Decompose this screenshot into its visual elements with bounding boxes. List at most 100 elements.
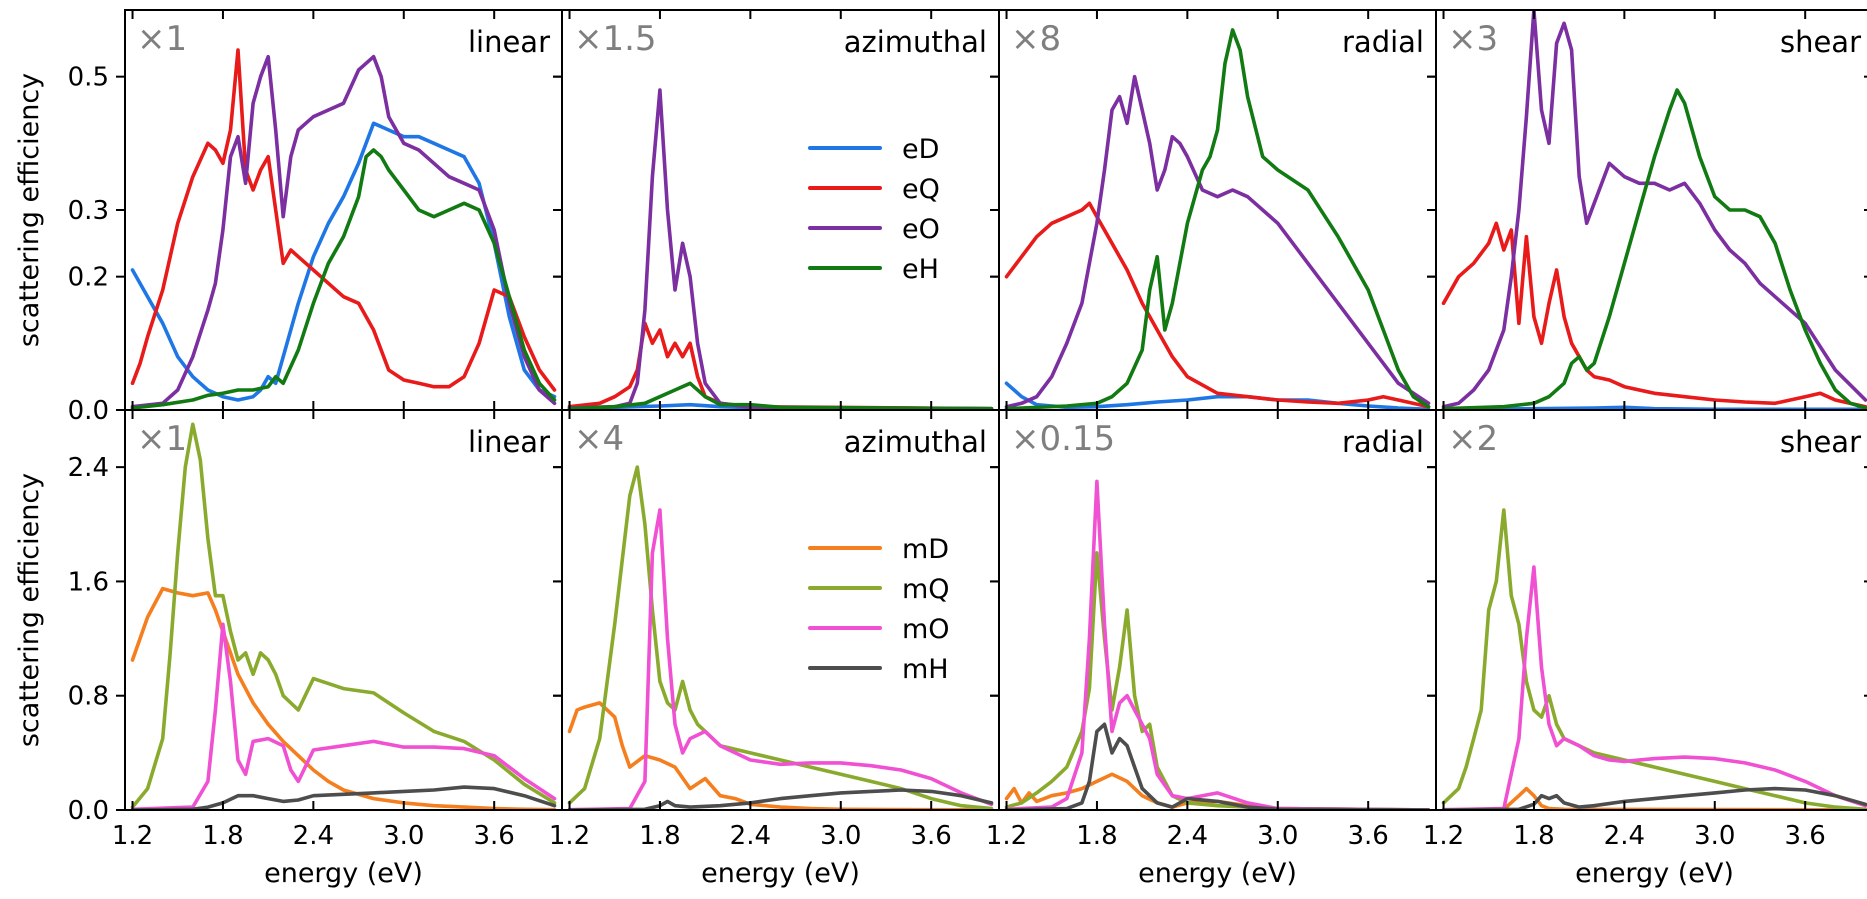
y-tick-label: 0.5	[68, 63, 109, 93]
series-line-mQ	[1004, 551, 1431, 810]
series-line-eO	[130, 54, 557, 409]
series-line-eQ	[1004, 201, 1431, 409]
panel-mode-label: linear	[468, 25, 550, 59]
series-group	[1004, 28, 1431, 410]
legend-label-eQ: eQ	[902, 174, 940, 205]
series-group	[1004, 479, 1431, 810]
panel-frame	[1435, 409, 1867, 811]
series-group	[1441, 10, 1867, 410]
x-tick-label: 1.2	[986, 821, 1027, 851]
legend: eD eQ eO eH	[808, 134, 940, 285]
series-line-mQ	[567, 465, 994, 810]
series-line-mQ	[1441, 508, 1867, 810]
series-line-eH	[567, 381, 994, 410]
series-line-eO	[1441, 10, 1867, 409]
y-tick-label: 0.2	[68, 263, 109, 293]
x-axis-label: energy (eV)	[701, 858, 860, 889]
legend-label-eH: eH	[902, 254, 939, 285]
x-axis-label: energy (eV)	[264, 858, 423, 889]
y-tick-label: 1.6	[68, 567, 109, 597]
series-group	[1441, 508, 1867, 810]
x-tick-label: 2.4	[730, 821, 771, 851]
panel-scale-factor: ×1	[137, 19, 187, 59]
x-tick-label: 3.6	[1785, 821, 1826, 851]
panel-2-2: 1.2 1.8 2.4 3.0 3.6 ×4 azimuthal energy (eV)	[549, 409, 1000, 889]
y-tick-label: 0.8	[68, 682, 109, 712]
panel-mode-label: shear	[1780, 25, 1861, 59]
panel-scale-factor: ×3	[1448, 19, 1498, 59]
panel-scale-factor: ×2	[1448, 419, 1498, 459]
series-line-mH	[1004, 722, 1431, 810]
y-tick-label: 0.3	[68, 196, 109, 226]
panel-scale-factor: ×1	[137, 419, 187, 459]
series-line-mH	[130, 785, 557, 810]
x-tick-label: 1.2	[112, 821, 153, 851]
legend-label-mQ: mQ	[902, 574, 950, 605]
panel-1-4: ×3 shear	[1427, 9, 1867, 411]
series-line-mO	[1441, 565, 1867, 810]
legend-label-mH: mH	[902, 654, 949, 685]
legend-label-eD: eD	[902, 134, 939, 165]
panel-scale-factor: ×4	[574, 419, 624, 459]
x-axis-label: energy (eV)	[1575, 858, 1734, 889]
x-tick-label: 3.6	[474, 821, 515, 851]
series-group	[130, 422, 557, 810]
x-tick-label: 1.2	[549, 821, 590, 851]
x-tick-label: 1.8	[1076, 821, 1117, 851]
y-tick-label: 0.0	[68, 396, 109, 426]
series-line-eO	[1004, 74, 1431, 409]
series-group	[567, 465, 994, 810]
y-tick-label: 2.4	[68, 453, 109, 483]
x-tick-label: 3.0	[1694, 821, 1735, 851]
series-group	[130, 48, 557, 410]
panel-1-2: ×1.5 azimuthal	[553, 9, 1000, 411]
series-line-mH	[567, 788, 994, 810]
panel-mode-label: azimuthal	[844, 25, 987, 59]
x-tick-label: 1.8	[639, 821, 680, 851]
row-1: 0.0 0.2 0.3 0.5 ×1 linear ×1.5 azimuthal ×8 radia…	[14, 9, 1867, 426]
panel-frame	[561, 409, 1000, 811]
panel-frame	[124, 409, 563, 811]
panel-frame	[998, 409, 1437, 811]
series-line-mH	[1441, 786, 1867, 810]
x-tick-label: 3.6	[1348, 821, 1389, 851]
x-tick-label: 3.6	[911, 821, 952, 851]
series-line-mO	[1004, 479, 1431, 810]
legend-label-mO: mO	[902, 614, 950, 645]
panel-frame	[561, 9, 1000, 411]
panel-2-3: 1.2 1.8 2.4 3.0 3.6 ×0.15 radial energy (eV)	[986, 409, 1437, 889]
series-line-eD	[1004, 381, 1431, 410]
y-axis-label: scattering efficiency	[14, 73, 45, 347]
series-line-eH	[1004, 28, 1431, 410]
row-2: 1.2 1.8 2.4 3.0 3.6 0.0 0.8 1.6 2.4 ×1 linear energ…	[14, 409, 1867, 889]
panel-2-1: 1.2 1.8 2.4 3.0 3.6 0.0 0.8 1.6 2.4 ×1 linear energ…	[68, 409, 563, 889]
x-tick-label: 2.4	[293, 821, 334, 851]
panel-1-3: ×8 radial	[990, 9, 1437, 411]
series-line-eQ	[130, 48, 557, 392]
x-axis-label: energy (eV)	[1138, 858, 1297, 889]
y-tick-label: 0.0	[68, 796, 109, 826]
panel-scale-factor: ×0.15	[1011, 419, 1115, 459]
legend-label-eO: eO	[902, 214, 940, 245]
panel-frame	[1435, 9, 1867, 411]
panel-1-1: 0.0 0.2 0.3 0.5 ×1 linear	[68, 9, 563, 426]
panel-mode-label: radial	[1342, 25, 1424, 59]
series-line-mQ	[130, 422, 557, 809]
series-line-eH	[130, 148, 557, 410]
panel-mode-label: radial	[1342, 425, 1424, 459]
panel-mode-label: shear	[1780, 425, 1861, 459]
panel-2-4: 1.2 1.8 2.4 3.0 3.6 ×2 shear energy (eV)	[1423, 409, 1867, 889]
x-tick-label: 2.4	[1604, 821, 1645, 851]
panel-mode-label: azimuthal	[844, 425, 987, 459]
legend: mD mQ mO mH	[808, 534, 950, 685]
series-line-eQ	[1441, 221, 1867, 409]
panel-scale-factor: ×1.5	[574, 19, 657, 59]
x-tick-label: 1.8	[202, 821, 243, 851]
legend-label-mD: mD	[902, 534, 949, 565]
panel-mode-label: linear	[468, 425, 550, 459]
panel-frame	[124, 9, 563, 411]
panel-scale-factor: ×8	[1011, 19, 1061, 59]
x-tick-label: 3.0	[820, 821, 861, 851]
x-tick-label: 3.0	[383, 821, 424, 851]
